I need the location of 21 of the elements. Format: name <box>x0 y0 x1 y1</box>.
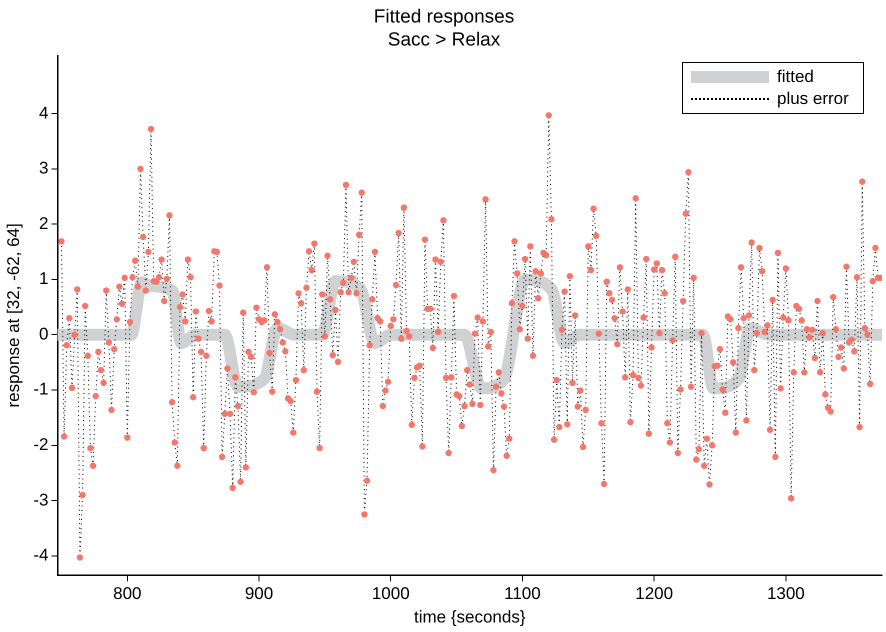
y-tick-label: -3 <box>33 490 49 510</box>
y-tick-label: 4 <box>39 103 49 122</box>
x-tick-label: 800 <box>113 584 142 604</box>
x-tick-label: 1200 <box>635 584 674 604</box>
y-tick-label: 2 <box>39 214 49 233</box>
y-tick-label: 0 <box>39 324 49 344</box>
x-tick-label: 1000 <box>372 584 410 604</box>
y-tick-label: -2 <box>33 434 49 454</box>
y-tick-label: -4 <box>33 546 49 565</box>
chart-title: Fitted responses <box>374 6 514 28</box>
legend-label: plus error <box>777 88 849 109</box>
legend-label: fitted <box>777 66 814 87</box>
x-tick-label: 1100 <box>504 584 541 604</box>
x-tick-label: 1300 <box>766 584 805 604</box>
y-tick-label: 3 <box>39 158 49 178</box>
y-axis-title: response at [32, -62, 64] <box>4 223 23 408</box>
y-tick-label: -1 <box>33 380 49 399</box>
chart-subtitle: Sacc > Relax <box>388 29 501 50</box>
x-axis-title: time {seconds} <box>414 607 526 626</box>
x-tick-label: 900 <box>244 584 274 604</box>
y-tick-label: 1 <box>39 269 49 288</box>
